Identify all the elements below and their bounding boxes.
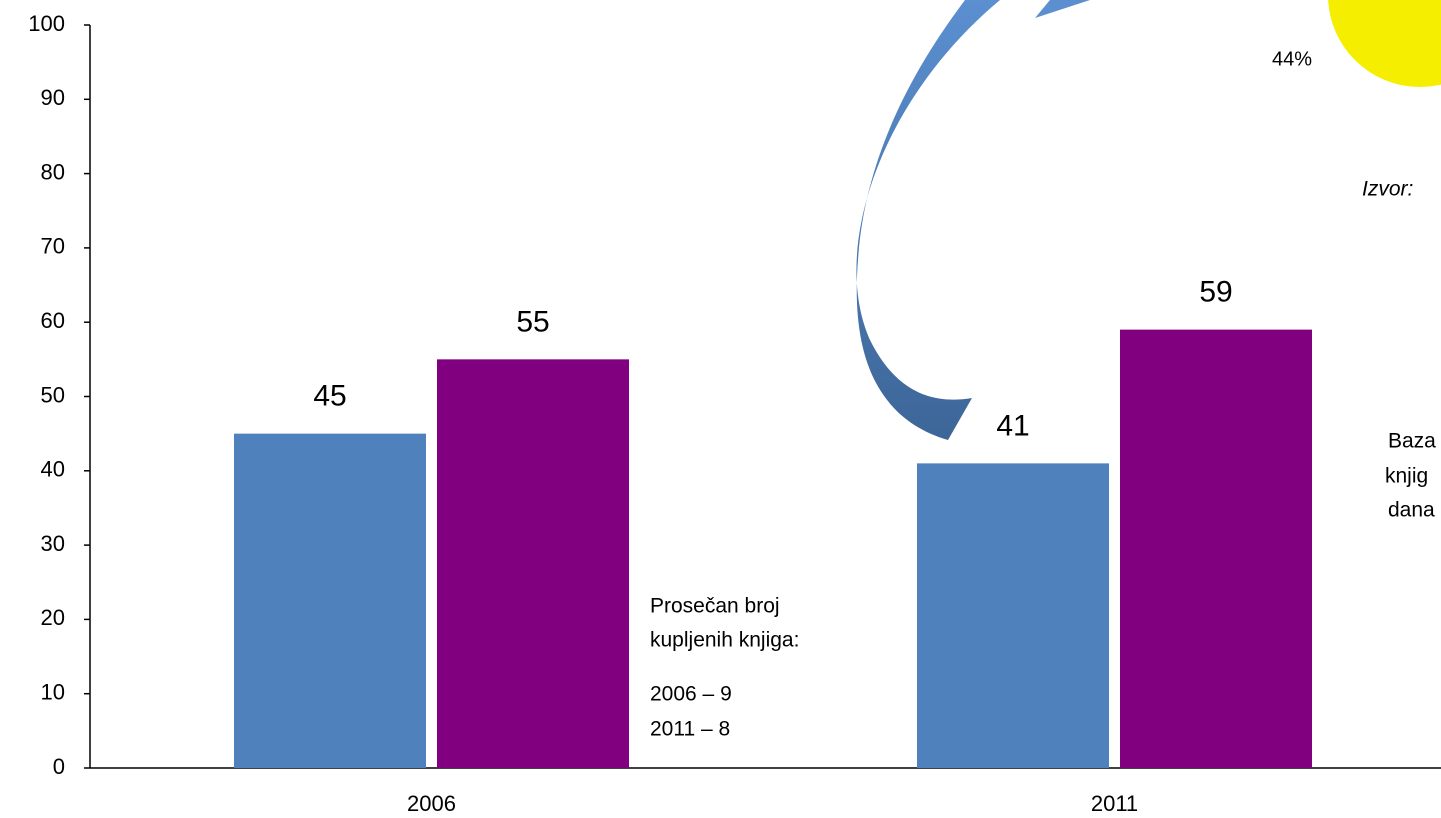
annotation: 44%: [1272, 48, 1312, 70]
x-tick-label: 2011: [1091, 791, 1138, 816]
y-tick-label: 80: [41, 159, 65, 184]
annotation: 2006 – 9: [650, 683, 732, 706]
y-tick-label: 40: [41, 457, 65, 482]
y-tick-label: 70: [41, 234, 65, 259]
yellow-circle: [1328, 0, 1441, 87]
annotation: kupljenih knjiga:: [650, 629, 799, 652]
arrow-head: [1035, 0, 1090, 18]
data-label: 59: [1199, 276, 1232, 309]
annotation: knjig: [1385, 465, 1428, 488]
data-label: 55: [516, 305, 549, 338]
y-tick-label: 100: [28, 11, 65, 36]
annotation: Izvor:: [1362, 178, 1413, 201]
data-label: 41: [996, 409, 1029, 442]
arrow-body: [856, 0, 1000, 440]
annotation: Prosečan broj: [650, 595, 780, 618]
bar: [917, 463, 1109, 768]
bar: [437, 359, 629, 768]
y-tick-label: 60: [41, 308, 65, 333]
annotation: dana: [1388, 499, 1435, 522]
y-tick-label: 50: [41, 382, 65, 407]
annotation: Baza: [1388, 430, 1436, 453]
data-label: 45: [313, 380, 346, 413]
bar: [234, 433, 426, 768]
y-tick-label: 30: [41, 531, 65, 556]
y-tick-label: 20: [41, 605, 65, 630]
x-tick-label: 2006: [407, 791, 456, 816]
y-tick-label: 90: [41, 85, 65, 110]
annotation: 2011 – 8: [650, 718, 730, 741]
y-tick-label: 0: [53, 754, 65, 779]
y-tick-label: 10: [41, 680, 65, 705]
bar: [1120, 329, 1312, 768]
